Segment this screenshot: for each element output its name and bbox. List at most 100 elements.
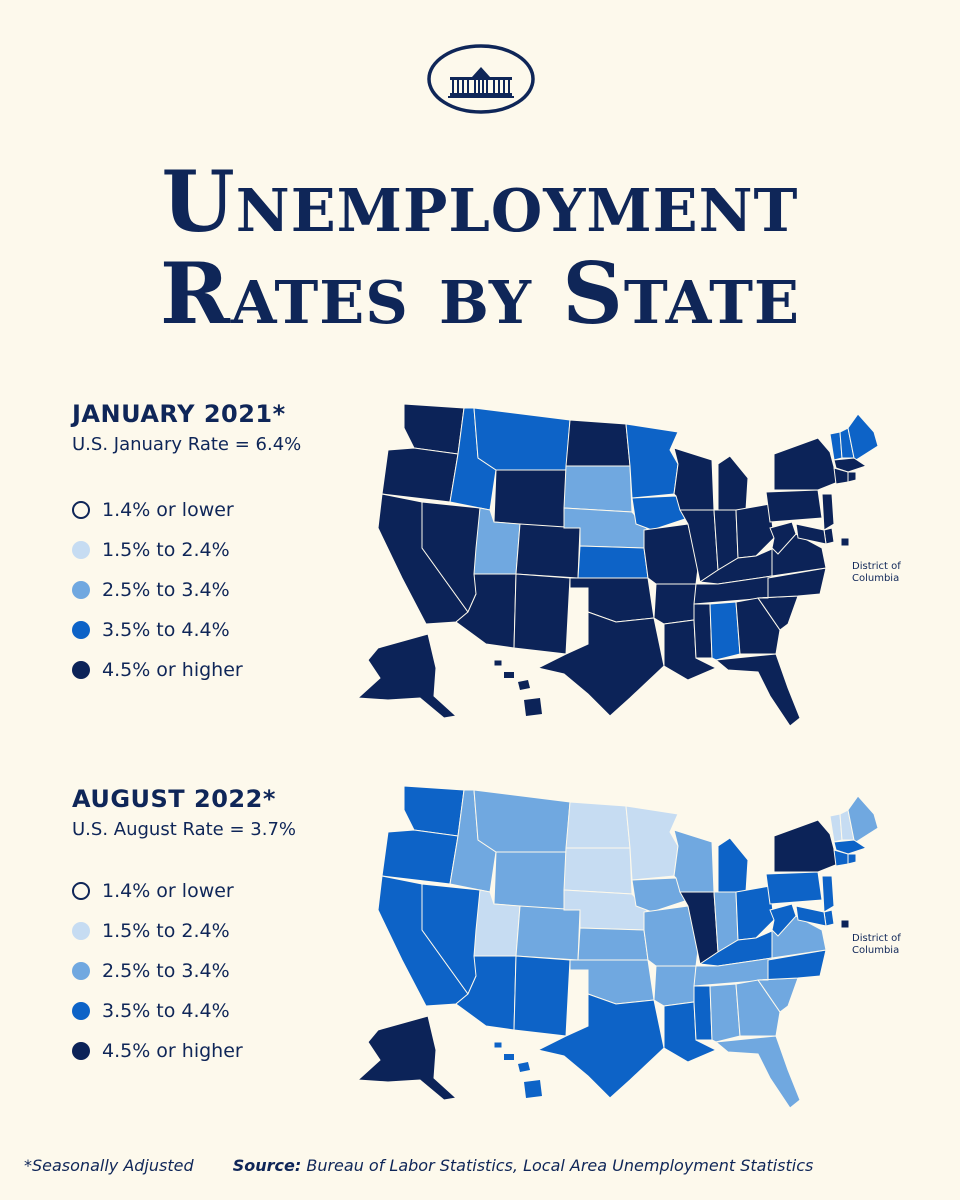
state-ma <box>833 457 868 473</box>
footer: *Seasonally Adjusted Source: Bureau of L… <box>24 1156 813 1175</box>
state-al <box>709 983 741 1043</box>
legend-item: 3.5% to 4.4% <box>72 610 243 650</box>
state-hi-island <box>504 672 514 678</box>
panel-title: JANUARY 2021* <box>72 400 286 428</box>
state-hi-island <box>524 698 542 716</box>
state-ny <box>773 819 839 873</box>
state-hi-island <box>524 1080 542 1098</box>
state-co <box>515 523 581 579</box>
state-nm <box>513 573 571 655</box>
state-wv <box>769 521 797 555</box>
page-title-line-1: Unemployment <box>161 152 799 251</box>
page-title-line-2: Rates by State <box>159 244 801 343</box>
state-nj <box>821 875 835 913</box>
state-wy <box>493 469 567 529</box>
state-or <box>381 447 459 503</box>
legend-label: 4.5% or higher <box>102 659 243 681</box>
state-fl <box>714 1035 801 1109</box>
state-ak <box>356 1015 458 1101</box>
state-tx <box>536 993 665 1099</box>
panel-aug-2022-header: AUGUST 2022* U.S. August Rate = 3.7% <box>72 785 296 840</box>
legend-label: 1.5% to 2.4% <box>102 920 230 942</box>
state-nj <box>821 493 835 531</box>
dc-label: District of Columbia <box>852 933 901 956</box>
state-nd <box>565 419 631 467</box>
legend-swatch <box>72 1002 90 1020</box>
map-jan-2021 <box>318 398 878 738</box>
state-ri <box>847 471 857 483</box>
legend-swatch <box>72 581 90 599</box>
legend-swatch <box>72 541 90 559</box>
legend-aug-2022: 1.4% or lower 1.5% to 2.4% 2.5% to 3.4% … <box>72 871 243 1071</box>
legend-swatch <box>72 621 90 639</box>
legend-label: 3.5% to 4.4% <box>102 619 230 641</box>
state-fl <box>714 653 801 727</box>
state-md <box>795 523 827 545</box>
legend-label: 1.5% to 2.4% <box>102 539 230 561</box>
legend-jan-2021: 1.4% or lower 1.5% to 2.4% 2.5% to 3.4% … <box>72 490 243 690</box>
state-al <box>709 601 741 661</box>
state-wa <box>403 785 465 837</box>
state-hi <box>493 1041 503 1049</box>
state-ia <box>631 495 689 531</box>
state-hi-island <box>518 680 530 690</box>
legend-item: 4.5% or higher <box>72 1031 243 1071</box>
state-mt <box>473 789 571 853</box>
map-aug-2022 <box>318 780 878 1120</box>
legend-label: 1.4% or lower <box>102 880 234 902</box>
legend-item: 1.5% to 2.4% <box>72 911 243 951</box>
state-ms <box>693 985 713 1041</box>
legend-swatch <box>72 922 90 940</box>
state-wi <box>673 447 715 511</box>
state-ks <box>577 927 649 961</box>
state-ak <box>356 633 458 719</box>
state-sd <box>563 465 633 513</box>
legend-swatch <box>72 882 90 900</box>
legend-item: 1.5% to 2.4% <box>72 530 243 570</box>
state-ar <box>653 965 697 1007</box>
panel-jan-2021-header: JANUARY 2021* U.S. January Rate = 6.4% <box>72 400 301 455</box>
state-mn <box>625 423 679 499</box>
legend-item: 1.4% or lower <box>72 871 243 911</box>
state-ga <box>735 979 781 1037</box>
state-ms <box>693 603 713 659</box>
state-mt <box>473 407 571 471</box>
state-dc <box>840 537 850 547</box>
state-wy <box>493 851 567 911</box>
state-ar <box>653 583 697 625</box>
state-ok <box>569 959 655 1005</box>
state-md <box>795 905 827 927</box>
legend-swatch <box>72 661 90 679</box>
state-dc <box>840 919 850 929</box>
state-mi <box>717 837 749 897</box>
state-tx <box>536 611 665 717</box>
state-pa <box>765 489 823 523</box>
legend-item: 3.5% to 4.4% <box>72 991 243 1031</box>
state-ia <box>631 877 689 913</box>
state-nm <box>513 955 571 1037</box>
state-nd <box>565 801 631 849</box>
state-ga <box>735 597 781 655</box>
state-oh <box>735 885 775 941</box>
state-ks <box>577 545 649 579</box>
panel-subtitle: U.S. August Rate = 3.7% <box>72 819 297 840</box>
state-ma <box>833 839 868 855</box>
white-house-logo <box>426 43 536 115</box>
legend-label: 3.5% to 4.4% <box>102 1000 230 1022</box>
state-ri <box>847 853 857 865</box>
state-hi-island <box>518 1062 530 1072</box>
state-ny <box>773 437 839 491</box>
legend-item: 4.5% or higher <box>72 650 243 690</box>
legend-swatch <box>72 962 90 980</box>
state-wv <box>769 903 797 937</box>
state-wi <box>673 829 715 893</box>
dc-label: District of Columbia <box>852 561 901 584</box>
state-hi <box>493 659 503 667</box>
footnote: *Seasonally Adjusted <box>24 1156 194 1175</box>
state-mi <box>717 455 749 515</box>
state-sd <box>563 847 633 895</box>
legend-swatch <box>72 1042 90 1060</box>
state-or <box>381 829 459 885</box>
legend-item: 2.5% to 3.4% <box>72 570 243 610</box>
legend-swatch <box>72 501 90 519</box>
